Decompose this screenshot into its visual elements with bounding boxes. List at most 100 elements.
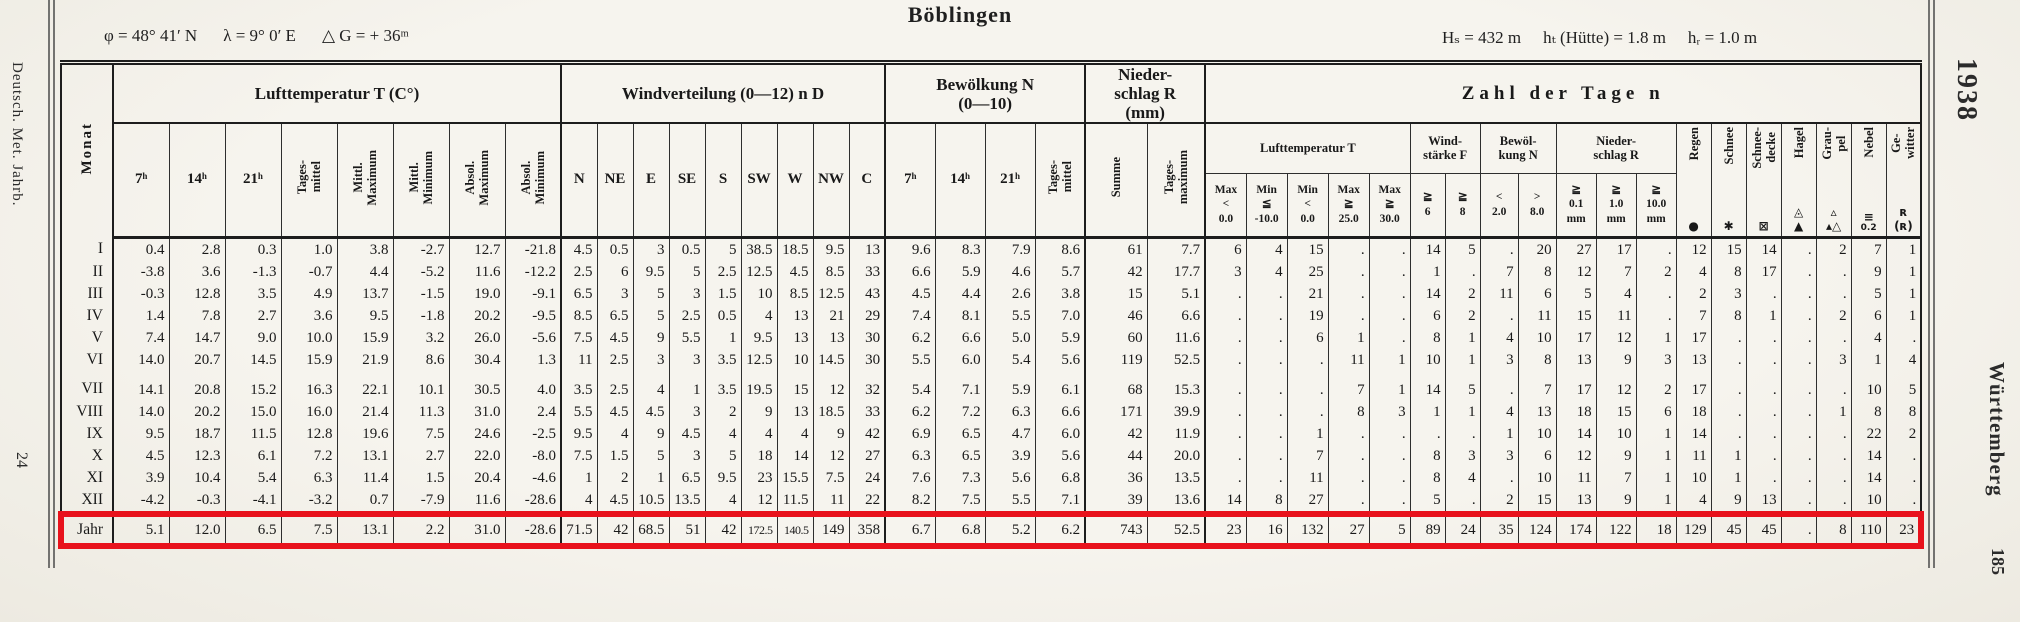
cell-VII-3: 16.3 [280,370,337,401]
cell-IV-5: -1.8 [392,304,449,327]
cell-VI-32: 13 [1555,348,1597,371]
cell-V-4: 15.9 [336,326,393,349]
cell-II-13: 12.5 [740,260,778,283]
cell-I-8: 4.5 [560,237,598,261]
days-single-label-6: Ge- witter [1889,127,1918,160]
cell-VIII-9: 4.5 [596,400,634,423]
cell-III-9: 3 [596,282,634,305]
cell-IX-9: 4 [596,422,634,445]
cell-XI-32: 11 [1555,466,1597,489]
cell-VII-10: 4 [632,370,670,401]
cell-XI-26: . [1327,466,1370,489]
cell-VII-35: 17 [1675,370,1712,401]
cell-VIII-27: 3 [1368,400,1411,423]
climate-table: Monat Lufttemperatur T (C°) Windverteilung… [58,60,1925,549]
cell-II-38: . [1780,260,1817,283]
cell-X-3: 7.2 [280,444,337,467]
cell-IV-41: 1 [1885,304,1922,327]
cell-Jahr-22: 52.5 [1146,510,1206,549]
days-leaf-header-0-3: Max ≧ 25.0 [1327,173,1370,239]
cell-V-9: 4.5 [596,326,634,349]
cell-Jahr-35: 129 [1675,510,1712,549]
cell-II-16: 33 [848,260,886,283]
cell-VI-17: 5.5 [884,348,936,371]
cell-XI-19: 5.6 [984,466,1036,489]
cell-XII-33: 9 [1595,488,1637,514]
cell-XI-18: 7.3 [934,466,986,489]
cell-V-27: . [1368,326,1411,349]
cell-VII-34: 2 [1635,370,1677,401]
cell-IX-2: 11.5 [224,422,281,445]
cell-X-11: 3 [668,444,706,467]
cell-V-41: . [1885,326,1922,349]
cell-XI-10: 1 [632,466,670,489]
cell-XII-21: 39 [1084,488,1148,514]
cell-IX-13: 4 [740,422,778,445]
cell-VI-27: 1 [1368,348,1411,371]
cell-XI-20: 6.8 [1034,466,1086,489]
cell-VI-34: 3 [1635,348,1677,371]
right-margin-year: 1938 [1951,58,1982,122]
cell-II-27: . [1368,260,1411,283]
cell-VIII-22: 39.9 [1146,400,1206,423]
cell-III-11: 3 [668,282,706,305]
cell-Jahr-33: 122 [1595,510,1637,549]
cell-XI-8: 1 [560,466,598,489]
cell-VI-12: 3.5 [704,348,742,371]
cell-Jahr-4: 13.1 [336,510,393,549]
longitude-value: λ = 9° 0′ E [223,26,296,45]
cell-XII-35: 4 [1675,488,1712,514]
month-label-XI: XI [60,466,113,489]
cell-XI-36: 1 [1710,466,1747,489]
cell-VI-14: 10 [776,348,814,371]
cell-V-15: 13 [812,326,850,349]
cell-II-25: 25 [1286,260,1329,283]
cell-X-37: . [1745,444,1782,467]
cell-V-30: 4 [1479,326,1519,349]
cell-XI-13: 23 [740,466,778,489]
cell-VII-0: 14.1 [112,370,169,401]
cell-IV-16: 29 [848,304,886,327]
cell-XI-28: 8 [1409,466,1446,489]
cell-II-3: -0.7 [280,260,337,283]
cell-XII-38: . [1780,488,1817,514]
cell-IX-30: 1 [1479,422,1519,445]
cell-VIII-4: 21.4 [336,400,393,423]
cell-II-7: -12.2 [504,260,562,283]
group-title-days: Zahl der Tage n [1204,62,1922,125]
cell-XII-17: 8.2 [884,488,936,514]
cell-X-38: . [1780,444,1817,467]
cell-X-33: 9 [1595,444,1637,467]
cell-VII-37: . [1745,370,1782,401]
cell-I-19: 7.9 [984,237,1036,261]
cell-II-26: . [1327,260,1370,283]
cell-VII-39: . [1815,370,1852,401]
cell-IV-12: 0.5 [704,304,742,327]
cell-VIII-25: . [1286,400,1329,423]
cell-IV-15: 21 [812,304,850,327]
cell-III-8: 6.5 [560,282,598,305]
station-height-value: Hₛ = 432 m [1442,28,1522,47]
cell-IX-17: 6.9 [884,422,936,445]
cell-X-20: 5.6 [1034,444,1086,467]
cell-X-30: 3 [1479,444,1519,467]
cell-X-7: -8.0 [504,444,562,467]
cell-VIII-15: 18.5 [812,400,850,423]
cell-X-0: 4.5 [112,444,169,467]
cell-VI-2: 14.5 [224,348,281,371]
cell-II-8: 2.5 [560,260,598,283]
cell-V-7: -5.6 [504,326,562,349]
cell-XII-20: 7.1 [1034,488,1086,514]
cell-XII-23: 14 [1204,488,1247,514]
cell-IV-8: 8.5 [560,304,598,327]
cell-I-22: 7.7 [1146,237,1206,261]
cell-I-31: 20 [1517,237,1557,261]
cell-III-27: . [1368,282,1411,305]
cell-XII-41: . [1885,488,1922,514]
snow-icon: ✱ [1723,218,1734,233]
group-title-cloud: Bewölkung N (0—10) [884,62,1086,125]
cell-XII-19: 5.5 [984,488,1036,514]
cell-XII-25: 27 [1286,488,1329,514]
cell-Jahr-26: 27 [1327,510,1370,549]
cell-IX-27: . [1368,422,1411,445]
